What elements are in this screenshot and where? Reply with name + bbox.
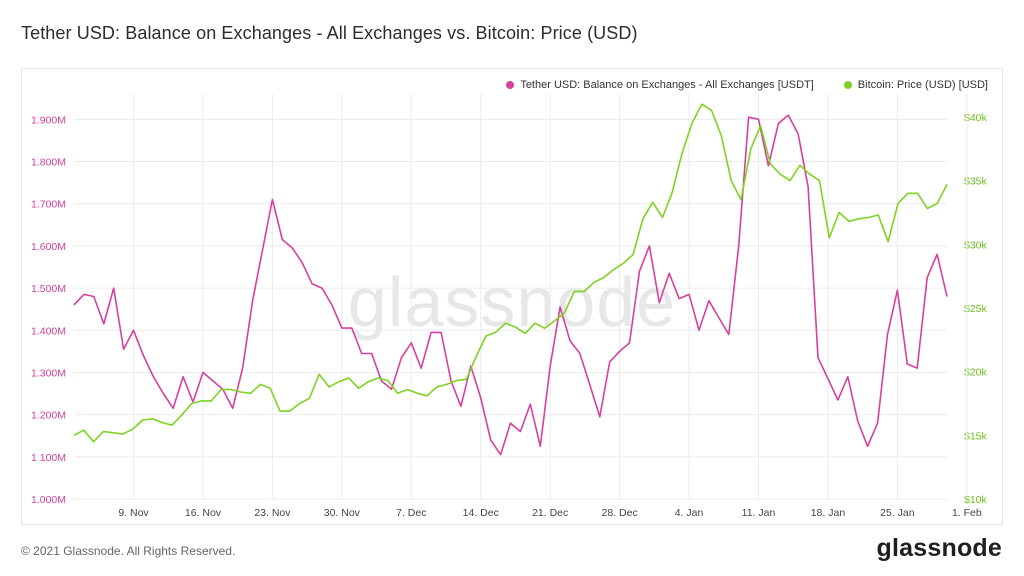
- x-tick-label: 25. Jan: [880, 507, 915, 519]
- x-tick-label: 1. Feb: [952, 507, 982, 519]
- y-left-tick-label: 1.200M: [31, 410, 66, 422]
- x-tick-label: 9. Nov: [118, 507, 149, 519]
- y-left-tick-label: 1.300M: [31, 367, 66, 379]
- x-tick-label: 14. Dec: [463, 507, 499, 519]
- y-right-tick-label: $30k: [964, 239, 988, 251]
- x-tick-label: 21. Dec: [532, 507, 568, 519]
- y-right-tick-label: $10k: [964, 494, 988, 506]
- x-tick-label: 16. Nov: [185, 507, 222, 519]
- y-left-tick-label: 1 100M: [31, 452, 66, 464]
- legend-item-usdt[interactable]: Tether USD: Balance on Exchanges - All E…: [506, 79, 814, 91]
- y-left-tick-label: 1.000M: [31, 494, 66, 506]
- chart-title: Tether USD: Balance on Exchanges - All E…: [21, 23, 638, 43]
- y-left-tick-label: 1.900M: [31, 114, 66, 126]
- btc-price-line: [73, 103, 948, 443]
- copyright-footer: © 2021 Glassnode. All Rights Reserved.: [21, 544, 236, 558]
- y-left-tick-label: 1.500M: [31, 283, 66, 295]
- legend-item-btc[interactable]: Bitcoin: Price (USD) [USD]: [843, 79, 988, 91]
- line-chart: 1.000M 1 100M 1.200M 1.300M 1.400M 1.500M 1.60…: [31, 94, 988, 519]
- y-right-tick-label: $25k: [964, 303, 988, 315]
- chart-panel: glassnode 1.000M 1 100M 1.200M 1.300M 1.400M…: [21, 68, 1003, 525]
- y-right-tick-label: $40k: [964, 112, 988, 124]
- x-tick-label: 23. Nov: [254, 507, 291, 519]
- x-tick-label: 18. Jan: [811, 507, 846, 519]
- legend: Tether USD: Balance on Exchanges - All E…: [506, 79, 988, 91]
- y-right-tick-label: $35k: [964, 176, 988, 188]
- legend-label-usdt: Tether USD: Balance on Exchanges - All E…: [520, 79, 814, 91]
- legend-swatch-btc: [843, 81, 852, 89]
- y-left-tick-label: 1.400M: [31, 325, 66, 337]
- x-tick-label: 30. Nov: [324, 507, 361, 519]
- y-right-tick-label: $15k: [964, 430, 988, 442]
- legend-swatch-usdt: [506, 81, 515, 89]
- x-tick-label: 28. Dec: [602, 507, 638, 519]
- x-tick-label: 11. Jan: [742, 507, 776, 519]
- usdt-balance-line: [73, 114, 948, 456]
- y-left-tick-label: 1.600M: [31, 241, 66, 253]
- x-tick-label: 7. Dec: [396, 507, 426, 519]
- y-left-tick-label: 1.700M: [31, 199, 66, 211]
- y-left-tick-label: 1.800M: [31, 157, 66, 169]
- glassnode-logo: glassnode: [876, 534, 1002, 562]
- legend-label-btc: Bitcoin: Price (USD) [USD]: [857, 79, 988, 91]
- y-right-tick-label: $20k: [964, 367, 988, 379]
- x-tick-label: 4. Jan: [675, 507, 704, 519]
